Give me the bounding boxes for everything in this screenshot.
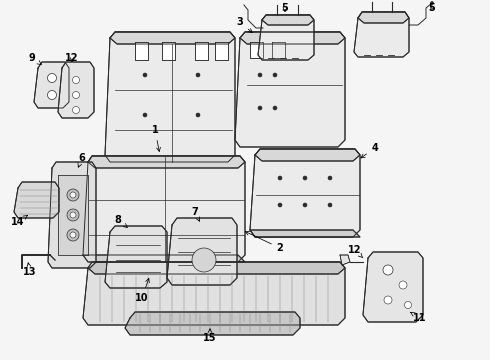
- Circle shape: [273, 73, 277, 77]
- Circle shape: [273, 106, 277, 110]
- Polygon shape: [125, 312, 300, 335]
- Text: 9: 9: [28, 53, 41, 64]
- Polygon shape: [363, 252, 423, 322]
- Polygon shape: [240, 32, 345, 44]
- Circle shape: [73, 91, 79, 99]
- Text: 2: 2: [245, 231, 283, 253]
- Polygon shape: [195, 42, 208, 60]
- Circle shape: [405, 302, 412, 309]
- Polygon shape: [83, 262, 345, 325]
- Circle shape: [48, 73, 56, 82]
- Polygon shape: [14, 182, 59, 218]
- Circle shape: [70, 192, 76, 198]
- Text: 6: 6: [78, 153, 85, 167]
- Circle shape: [399, 281, 407, 289]
- Polygon shape: [58, 175, 88, 255]
- Polygon shape: [105, 32, 235, 162]
- Circle shape: [303, 203, 307, 207]
- Circle shape: [196, 113, 200, 117]
- Text: 10: 10: [135, 278, 149, 303]
- Circle shape: [67, 209, 79, 221]
- Circle shape: [328, 176, 332, 180]
- Circle shape: [383, 265, 393, 275]
- Polygon shape: [250, 149, 360, 237]
- Text: 12: 12: [348, 245, 363, 258]
- Polygon shape: [48, 162, 96, 268]
- Circle shape: [384, 296, 392, 304]
- Polygon shape: [58, 62, 94, 118]
- Circle shape: [73, 107, 79, 113]
- Circle shape: [278, 176, 282, 180]
- Text: 7: 7: [192, 207, 199, 221]
- Circle shape: [67, 229, 79, 241]
- Polygon shape: [110, 32, 235, 44]
- Polygon shape: [162, 42, 175, 60]
- Polygon shape: [250, 230, 360, 237]
- Polygon shape: [88, 156, 245, 168]
- Polygon shape: [215, 42, 228, 60]
- Polygon shape: [340, 255, 350, 265]
- Text: 12: 12: [65, 53, 79, 63]
- Polygon shape: [235, 32, 345, 147]
- Text: 3: 3: [237, 17, 252, 33]
- Circle shape: [73, 77, 79, 84]
- Polygon shape: [105, 226, 167, 288]
- Text: 8: 8: [115, 215, 127, 228]
- Text: 13: 13: [23, 263, 37, 277]
- Circle shape: [328, 203, 332, 207]
- Polygon shape: [262, 15, 314, 25]
- Polygon shape: [34, 62, 69, 108]
- Text: 15: 15: [203, 329, 217, 343]
- Circle shape: [431, 1, 434, 5]
- Text: 11: 11: [411, 312, 427, 323]
- Polygon shape: [250, 42, 263, 58]
- Polygon shape: [83, 156, 245, 262]
- Circle shape: [70, 232, 76, 238]
- Circle shape: [143, 73, 147, 77]
- Circle shape: [192, 248, 216, 272]
- Polygon shape: [83, 255, 245, 262]
- Text: 5: 5: [429, 3, 436, 13]
- Circle shape: [258, 106, 262, 110]
- Circle shape: [70, 212, 76, 218]
- Polygon shape: [258, 15, 314, 60]
- Polygon shape: [358, 12, 409, 23]
- Circle shape: [143, 113, 147, 117]
- Text: 14: 14: [11, 215, 27, 227]
- Polygon shape: [354, 12, 409, 57]
- Circle shape: [48, 90, 56, 99]
- Polygon shape: [255, 149, 360, 161]
- Polygon shape: [88, 262, 345, 274]
- Circle shape: [196, 73, 200, 77]
- Polygon shape: [135, 42, 148, 60]
- Text: 1: 1: [151, 125, 160, 152]
- Circle shape: [278, 203, 282, 207]
- Polygon shape: [167, 218, 237, 285]
- Circle shape: [258, 73, 262, 77]
- Circle shape: [303, 176, 307, 180]
- Polygon shape: [272, 42, 285, 58]
- Text: 4: 4: [361, 143, 378, 158]
- Circle shape: [67, 189, 79, 201]
- Text: 5: 5: [282, 3, 289, 13]
